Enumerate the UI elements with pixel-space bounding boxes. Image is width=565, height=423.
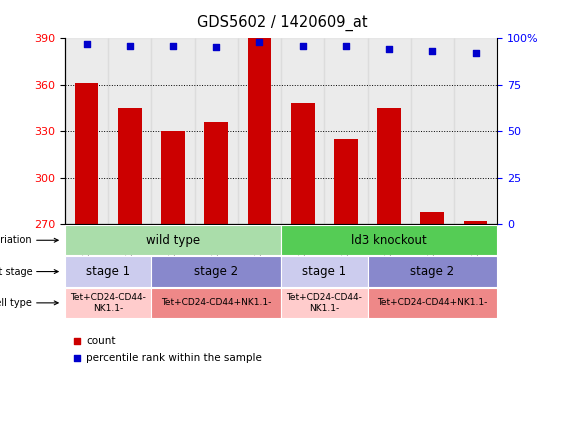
Text: Tet+CD24-CD44+NK1.1-: Tet+CD24-CD44+NK1.1- [161, 298, 271, 308]
Bar [411, 38, 454, 224]
Bar [65, 38, 108, 224]
Text: GDS5602 / 1420609_at: GDS5602 / 1420609_at [197, 15, 368, 31]
Bar [65, 288, 151, 318]
Bar [367, 38, 411, 224]
Bar [65, 225, 281, 255]
Text: Tet+CD24-CD44-
NK1.1-: Tet+CD24-CD44- NK1.1- [70, 293, 146, 313]
Text: Tet+CD24-CD44+NK1.1-: Tet+CD24-CD44+NK1.1- [377, 298, 488, 308]
Text: stage 2: stage 2 [410, 265, 454, 278]
Point [73, 338, 82, 345]
Bar [367, 256, 497, 287]
Bar [247, 38, 271, 224]
Bar [238, 38, 281, 224]
Text: cell type: cell type [0, 298, 32, 308]
Bar [108, 38, 151, 224]
Text: development stage: development stage [0, 266, 32, 277]
Bar [151, 256, 281, 287]
Bar [151, 288, 281, 318]
Bar [151, 38, 194, 224]
Bar [420, 212, 444, 224]
Bar [334, 139, 358, 224]
Point [82, 40, 91, 47]
Text: stage 1: stage 1 [86, 265, 131, 278]
Bar [324, 38, 368, 224]
Text: Tet+CD24-CD44-
NK1.1-: Tet+CD24-CD44- NK1.1- [286, 293, 362, 313]
Text: count: count [86, 336, 116, 346]
Bar [281, 38, 324, 224]
Point [73, 355, 82, 362]
Bar [194, 38, 238, 224]
Point [212, 44, 221, 51]
Text: stage 2: stage 2 [194, 265, 238, 278]
Bar [377, 108, 401, 224]
Point [298, 42, 307, 49]
Bar [281, 288, 367, 318]
Bar [75, 83, 98, 224]
Text: stage 1: stage 1 [302, 265, 346, 278]
Point [168, 42, 177, 49]
Bar [291, 103, 315, 224]
Text: wild type: wild type [146, 234, 200, 247]
Point [341, 42, 350, 49]
Bar [65, 256, 151, 287]
Text: percentile rank within the sample: percentile rank within the sample [86, 353, 262, 363]
Bar [118, 108, 142, 224]
Point [125, 42, 134, 49]
Point [428, 48, 437, 55]
Text: ld3 knockout: ld3 knockout [351, 234, 427, 247]
Bar [454, 38, 497, 224]
Text: genotype/variation: genotype/variation [0, 235, 32, 245]
Bar [464, 221, 488, 224]
Point [471, 49, 480, 56]
Bar [367, 288, 497, 318]
Bar [205, 122, 228, 224]
Bar [161, 131, 185, 224]
Point [385, 46, 394, 52]
Bar [281, 256, 367, 287]
Point [255, 38, 264, 45]
Bar [281, 225, 497, 255]
